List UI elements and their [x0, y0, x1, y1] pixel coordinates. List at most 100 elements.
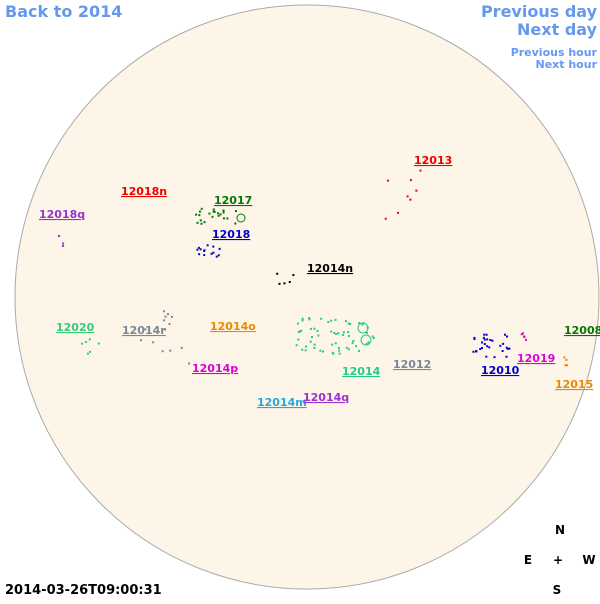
- sunspot: [62, 244, 65, 247]
- previous-day-link[interactable]: Previous day: [481, 2, 598, 21]
- sunspot: [234, 222, 237, 225]
- sunspot: [217, 214, 220, 217]
- sunspot: [308, 318, 311, 321]
- sunspot: [331, 343, 334, 346]
- sunspot: [299, 330, 302, 333]
- sunspot: [322, 350, 325, 353]
- sunspot: [297, 338, 300, 341]
- sunspot: [483, 343, 486, 346]
- region-label[interactable]: 12013: [414, 154, 452, 167]
- back-link[interactable]: Back to 2014: [5, 2, 122, 21]
- sunspot: [491, 339, 494, 342]
- sunspot: [301, 319, 304, 322]
- sunspot: [341, 333, 344, 336]
- sunspot: [288, 280, 291, 283]
- sunspot: [334, 318, 337, 321]
- sunspot: [483, 338, 486, 341]
- sunspot: [566, 364, 569, 367]
- next-hour-link[interactable]: Next hour: [536, 58, 598, 71]
- sunspot: [522, 332, 525, 335]
- sunspot: [301, 348, 304, 351]
- region-label[interactable]: 12018: [212, 228, 250, 241]
- sunspot: [365, 342, 368, 345]
- sunspot: [386, 179, 389, 182]
- timestamp: 2014-03-26T09:00:31: [5, 583, 162, 598]
- sunspot: [215, 255, 218, 258]
- sunspot: [169, 349, 172, 352]
- region-label[interactable]: 12010: [481, 364, 520, 377]
- sunspot: [524, 338, 527, 341]
- region-label[interactable]: 12014o: [210, 320, 256, 333]
- sunspot: [313, 327, 316, 330]
- sunspot: [295, 344, 298, 347]
- sunspot: [520, 333, 523, 336]
- sunspot: [358, 321, 361, 324]
- sunspot: [212, 208, 215, 211]
- sunspot: [479, 348, 482, 351]
- sunspot: [565, 358, 568, 361]
- sunspot: [203, 221, 206, 224]
- sunspot: [219, 213, 222, 216]
- sunspot: [62, 242, 65, 245]
- region-label[interactable]: 12020: [56, 321, 95, 334]
- sunspot: [372, 336, 375, 339]
- sunspot: [506, 347, 509, 350]
- sunspot: [332, 352, 335, 355]
- region-label[interactable]: 12019: [517, 352, 555, 365]
- region-label[interactable]: 12014m: [257, 396, 307, 409]
- sunspot: [337, 332, 340, 335]
- sunspot: [212, 251, 215, 254]
- solar-disk: [14, 4, 600, 590]
- sunspot: [384, 217, 387, 220]
- sunspot: [419, 169, 422, 172]
- sunspot: [486, 345, 489, 348]
- compass-center: +: [553, 553, 563, 567]
- sunspot: [508, 347, 511, 350]
- compass-south: S: [553, 583, 562, 597]
- region-label[interactable]: 12012: [393, 358, 431, 371]
- previous-hour-link[interactable]: Previous hour: [511, 46, 598, 59]
- sunspot: [523, 335, 526, 338]
- sunspot: [305, 345, 308, 348]
- sunspot: [351, 342, 354, 345]
- sunspot: [86, 352, 89, 355]
- sunspots: [58, 169, 569, 367]
- region-label[interactable]: 12014: [342, 365, 381, 378]
- sunspot: [371, 335, 374, 338]
- sunspot: [140, 339, 143, 342]
- sunspot: [361, 323, 364, 326]
- sunspot: [342, 331, 345, 334]
- region-label[interactable]: 12017: [214, 194, 252, 207]
- sunspot: [196, 221, 199, 224]
- sunspot: [481, 341, 484, 344]
- sunspot: [163, 319, 166, 322]
- region-label[interactable]: 12014n: [307, 262, 353, 275]
- sunspot: [88, 350, 91, 353]
- sunspot: [409, 179, 412, 182]
- sunspot: [330, 319, 333, 322]
- sunspot: [199, 219, 202, 222]
- sunspot: [485, 355, 488, 358]
- sunspot: [198, 214, 201, 217]
- sunspot: [236, 213, 246, 223]
- region-label[interactable]: 12018n: [121, 185, 167, 198]
- region-label[interactable]: 12014q: [303, 391, 349, 404]
- sunspot: [200, 222, 203, 225]
- region-label[interactable]: 12015: [555, 378, 593, 391]
- region-label[interactable]: 12018q: [39, 208, 85, 221]
- next-day-link[interactable]: Next day: [517, 20, 598, 39]
- sunspot: [81, 342, 84, 345]
- sunspot: [198, 210, 201, 213]
- sunspot: [335, 332, 338, 335]
- sunspot: [188, 362, 191, 365]
- sunspot: [88, 338, 91, 341]
- region-label[interactable]: 12014p: [192, 362, 238, 375]
- sunspot: [333, 331, 336, 334]
- sunspot: [505, 355, 508, 358]
- sunspot: [334, 342, 337, 345]
- sunspot: [344, 320, 347, 323]
- region-label[interactable]: 12014r: [122, 324, 166, 337]
- sunspot: [406, 195, 409, 198]
- sunspot: [347, 334, 350, 337]
- region-label[interactable]: 12008: [564, 324, 600, 337]
